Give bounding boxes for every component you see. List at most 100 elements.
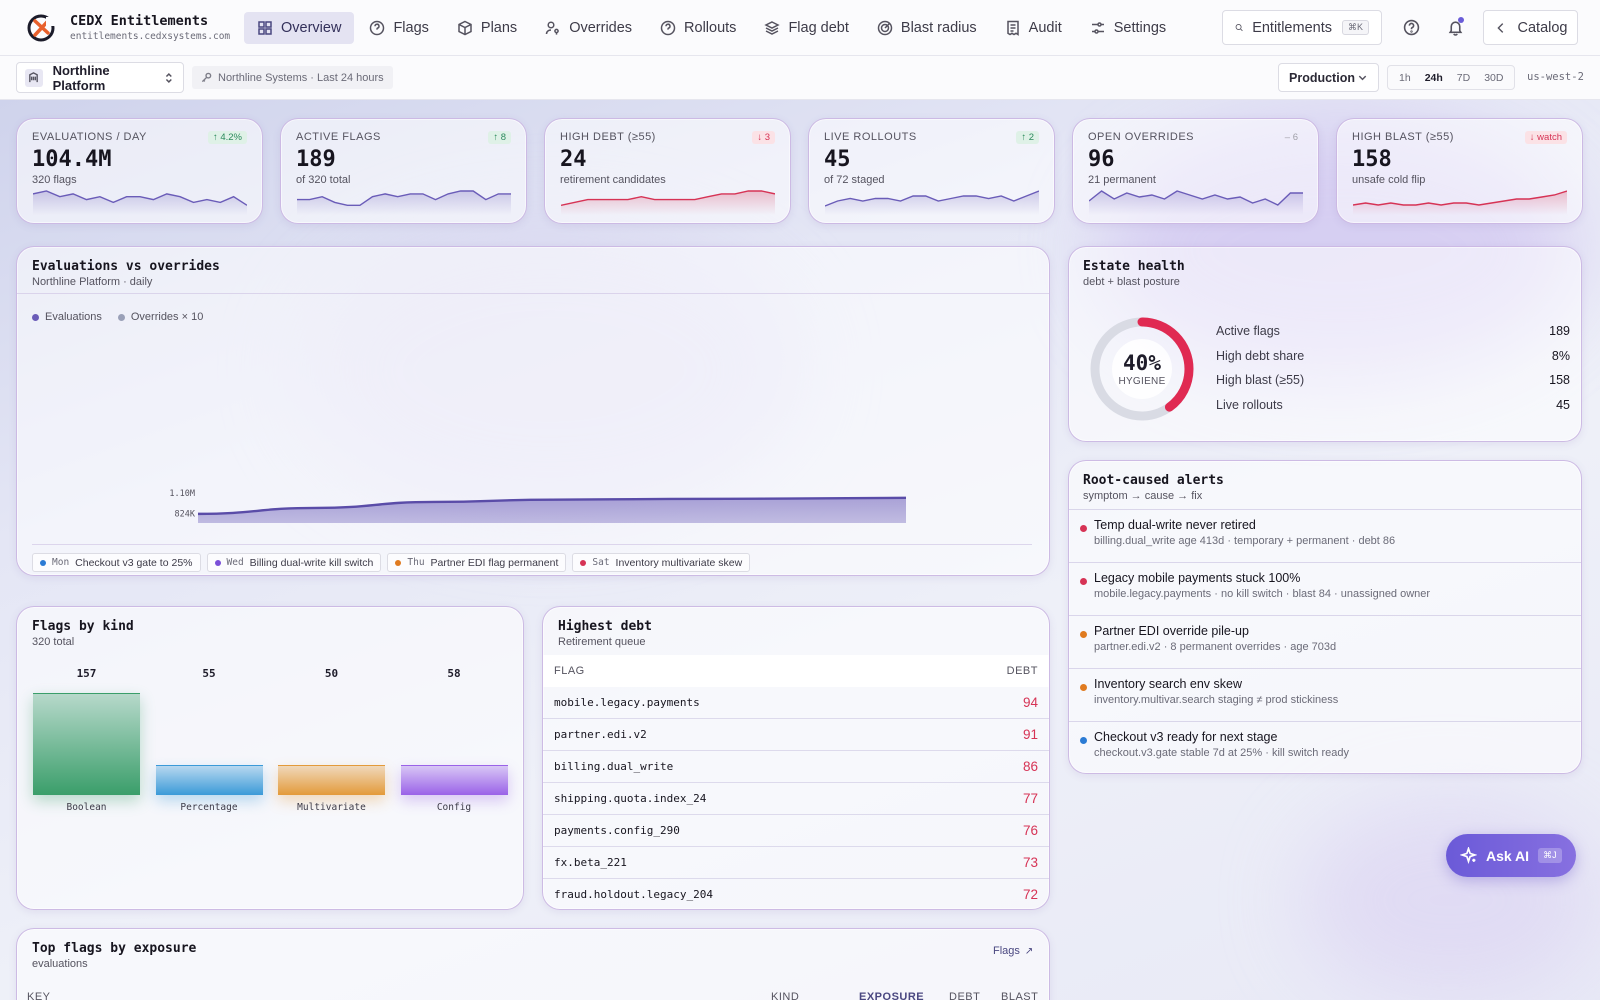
alert-item[interactable]: Inventory search env skew inventory.multi… — [1069, 668, 1581, 721]
range-30d[interactable]: 30D — [1484, 71, 1504, 84]
range-7d[interactable]: 7D — [1456, 71, 1471, 84]
receipt-icon — [1006, 20, 1019, 36]
stat-value: 45 — [1556, 397, 1570, 412]
annotation-chip[interactable]: Sat Inventory multivariate skew — [572, 553, 751, 572]
table-row[interactable]: payments.config_290 76 — [543, 815, 1049, 847]
range-24h[interactable]: 24h — [1424, 71, 1443, 84]
catalog-button[interactable]: Catalog — [1483, 10, 1578, 45]
col-blast[interactable]: BLAST — [1001, 991, 1039, 1000]
platform-select[interactable]: Northline Platform — [16, 62, 184, 93]
alert-title: Legacy mobile payments stuck 100% — [1094, 571, 1301, 585]
debt-score: 91 — [1022, 727, 1038, 742]
kpi-value: 24 — [560, 147, 587, 172]
nav-blast-radius[interactable]: Blast radius — [864, 12, 990, 44]
table-row[interactable]: mobile.legacy.payments 94 — [543, 687, 1049, 719]
col-debt[interactable]: DEBT — [949, 991, 981, 1000]
nav-overrides[interactable]: Overrides — [532, 12, 645, 44]
estate-health-card: Estate health debt + blast posture 40% H… — [1068, 246, 1582, 442]
context-bar: Northline Platform Northline Systems · L… — [0, 56, 1600, 100]
nav-flag-debt[interactable]: Flag debt — [751, 12, 861, 44]
col-key[interactable]: KEY — [27, 991, 51, 1000]
health-stats: Active flags 189 High debt share 8% High bla… — [1216, 319, 1570, 417]
flag-key: mobile.legacy.payments — [554, 696, 700, 709]
annotation-dot — [214, 559, 221, 566]
health-stat-row: High blast (≥55) 158 — [1216, 368, 1570, 393]
search-shortcut: ⌘K — [1341, 20, 1369, 35]
overview-dashboard: EVALUATIONS / DAY 104.4M 320 flags ↑ 4.2% AC… — [0, 100, 1600, 1000]
debt-score: 73 — [1022, 855, 1038, 870]
range-1h[interactable]: 1h — [1399, 71, 1411, 84]
col-kind[interactable]: KIND — [771, 991, 800, 1000]
kind-bar[interactable] — [155, 765, 263, 795]
annotation-chip[interactable]: Mon Checkout v3 gate to 25% — [32, 553, 201, 572]
card-title: Highest debt — [558, 619, 652, 634]
environment-select[interactable]: Production — [1278, 63, 1379, 92]
alert-item[interactable]: Partner EDI override pile-up partner.edi.… — [1069, 615, 1581, 668]
nav-audit[interactable]: Audit — [992, 12, 1075, 44]
alert-item[interactable]: Legacy mobile payments stuck 100% mobile.… — [1069, 562, 1581, 615]
kind-bar[interactable] — [278, 765, 385, 795]
help-circle-icon — [1403, 19, 1419, 35]
flags-link[interactable]: Flags ↗ — [993, 945, 1034, 957]
debt-score: 94 — [1022, 695, 1038, 710]
card-title: Root-caused alerts — [1083, 473, 1224, 488]
layers-icon — [764, 20, 781, 35]
arrow-up-right-icon: ↗ — [1024, 945, 1034, 957]
kind-bar[interactable] — [400, 765, 508, 795]
donut-progress — [1090, 317, 1194, 421]
table-row[interactable]: fraud.holdout.legacy_204 72 — [543, 879, 1049, 909]
y-tick-label: 824K — [175, 510, 196, 520]
kpi-card[interactable]: HIGH DEBT (≥55) 24 retirement candidates ↓ … — [544, 118, 791, 224]
bell-icon — [1448, 20, 1462, 36]
card-subtitle: 320 total — [32, 636, 75, 648]
flags-by-kind-card: Flags by kind 320 total 157 Boolean 55 Perc… — [16, 606, 524, 910]
sparkline-area — [825, 191, 1039, 215]
kpi-card[interactable]: OPEN OVERRIDES 96 21 permanent – 6 — [1072, 118, 1319, 224]
brand[interactable]: CEDX Entitlements entitlements.cedxsyste… — [26, 13, 244, 43]
nav-rollouts[interactable]: Rollouts — [647, 12, 749, 44]
radar-icon — [877, 20, 893, 35]
kind-bar[interactable] — [33, 693, 140, 795]
kpi-card[interactable]: LIVE ROLLOUTS 45 of 72 staged ↑ 2 — [808, 118, 1055, 224]
card-subtitle: Retirement queue — [558, 636, 646, 648]
kpi-card[interactable]: ACTIVE FLAGS 189 of 320 total ↑ 8 — [280, 118, 527, 224]
kpi-delta-badge: ↑ 4.2% — [207, 131, 247, 144]
stat-label: Active flags — [1216, 324, 1280, 339]
notifications-button[interactable] — [1443, 15, 1467, 39]
alert-item[interactable]: Temp dual-write never retired billing.dua… — [1069, 509, 1581, 562]
kpi-label: ACTIVE FLAGS — [296, 131, 381, 143]
search-button[interactable]: Entitlements ⌘K — [1222, 10, 1382, 45]
flag-key: billing.dual_write — [554, 760, 674, 773]
ask-ai-button[interactable]: Ask AI ⌘J — [1446, 834, 1576, 877]
stat-value: 158 — [1549, 373, 1570, 388]
kpi-card[interactable]: HIGH BLAST (≥55) 158 unsafe cold flip ↓ wat… — [1336, 118, 1583, 224]
table-row[interactable]: fx.beta_221 73 — [543, 847, 1049, 879]
ask-ai-label: Ask AI — [1486, 847, 1530, 864]
col-exposure[interactable]: EXPOSURE — [859, 991, 925, 1000]
legend-overrides[interactable]: Overrides × 10 — [117, 311, 203, 323]
help-button[interactable] — [1399, 15, 1423, 39]
sparkline-line — [561, 190, 775, 206]
alert-item[interactable]: Checkout v3 ready for next stage checkout… — [1069, 721, 1581, 773]
notification-dot — [1458, 17, 1464, 23]
exposure-card: Top flags by exposure evaluations Flags ↗… — [16, 928, 1050, 1000]
kpi-card[interactable]: EVALUATIONS / DAY 104.4M 320 flags ↑ 4.2% — [16, 118, 263, 224]
table-row[interactable]: shipping.quota.index_24 77 — [543, 783, 1049, 815]
nav-label: Flags — [393, 19, 429, 36]
sparkline-line — [1353, 190, 1567, 206]
legend-evaluations[interactable]: Evaluations — [32, 311, 102, 323]
bar-value-label: 58 — [447, 667, 461, 680]
sparkline-line — [1089, 190, 1303, 206]
table-row[interactable]: partner.edi.v2 91 — [543, 719, 1049, 751]
annotation-chip[interactable]: Wed Billing dual-write kill switch — [206, 553, 382, 572]
nav-settings[interactable]: Settings — [1077, 12, 1179, 44]
nav-plans[interactable]: Plans — [444, 12, 530, 44]
annotation-chip[interactable]: Thu Partner EDI flag permanent — [387, 553, 567, 572]
nav-overview[interactable]: Overview — [244, 11, 355, 44]
nav-flags[interactable]: Flags — [356, 12, 441, 44]
annotation-text: Checkout v3 gate to 25% — [75, 556, 193, 569]
table-row[interactable]: billing.dual_write 86 — [543, 751, 1049, 783]
nav-label: Overview — [281, 19, 342, 36]
brand-title: CEDX Entitlements — [70, 13, 209, 29]
grid-icon — [258, 20, 272, 35]
